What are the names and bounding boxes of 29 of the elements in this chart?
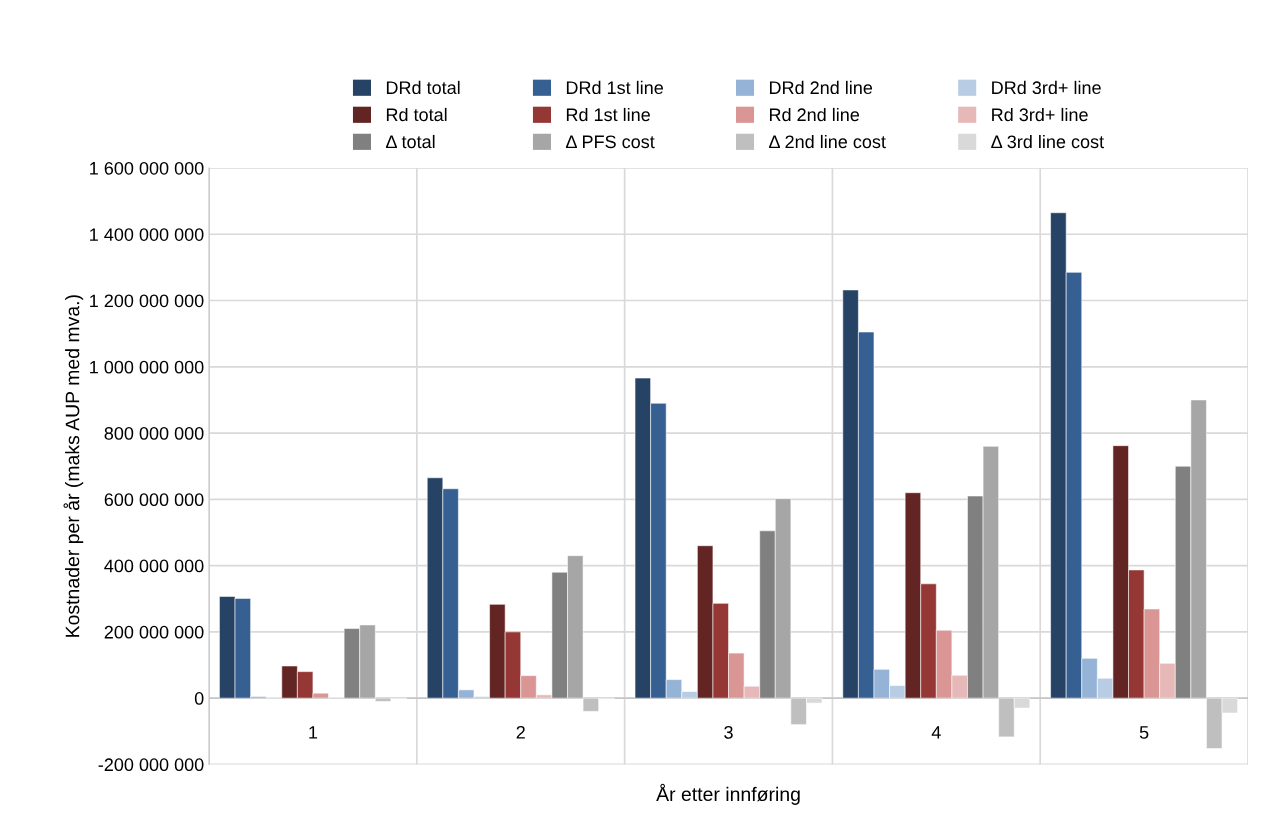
- x-axis-title: År etter innføring: [656, 783, 800, 805]
- legend-label: Rd 3rd+ line: [992, 107, 1088, 122]
- legend-label: DRd 1st line: [566, 80, 663, 95]
- x-tick-label: 3: [724, 725, 733, 739]
- legend-label: DRd 3rd+ line: [992, 80, 1101, 95]
- legend-label: Δ PFS cost: [565, 135, 655, 149]
- legend-label: Rd 1st line: [566, 107, 650, 122]
- legend-label: Rd total: [386, 107, 447, 122]
- legend-label: Δ 3rd line cost: [991, 134, 1104, 149]
- y-tick-label: -200 000 000: [98, 758, 204, 772]
- y-tick-label: 400 000 000: [104, 559, 204, 573]
- legend-label: Δ 2nd line cost: [769, 134, 886, 149]
- y-tick-label: 800 000 000: [104, 427, 204, 440]
- x-tick-label: 4: [931, 726, 941, 739]
- y-tick-label: 600 000 000: [104, 493, 204, 507]
- legend-label: Rd 2nd line: [769, 107, 860, 122]
- y-tick-label: 0: [194, 692, 204, 705]
- x-tick-label: 5: [1139, 726, 1149, 739]
- legend-label: Δ total: [385, 134, 435, 149]
- y-tick-label: 1 600 000 000: [90, 161, 204, 175]
- y-tick-label: 1 000 000 000: [90, 360, 204, 374]
- legend-label: DRd total: [386, 80, 460, 95]
- x-tick-label: 2: [516, 725, 525, 739]
- legend-label: DRd 2nd line: [769, 80, 873, 95]
- x-tick-label: 1: [309, 726, 318, 739]
- y-tick-label: 200 000 000: [104, 625, 204, 639]
- y-tick-label: 1 400 000 000: [90, 228, 204, 241]
- y-tick-label: 1 200 000 000: [90, 294, 204, 308]
- y-axis-title: Kostnader per år (maks AUP med mva.): [63, 295, 84, 637]
